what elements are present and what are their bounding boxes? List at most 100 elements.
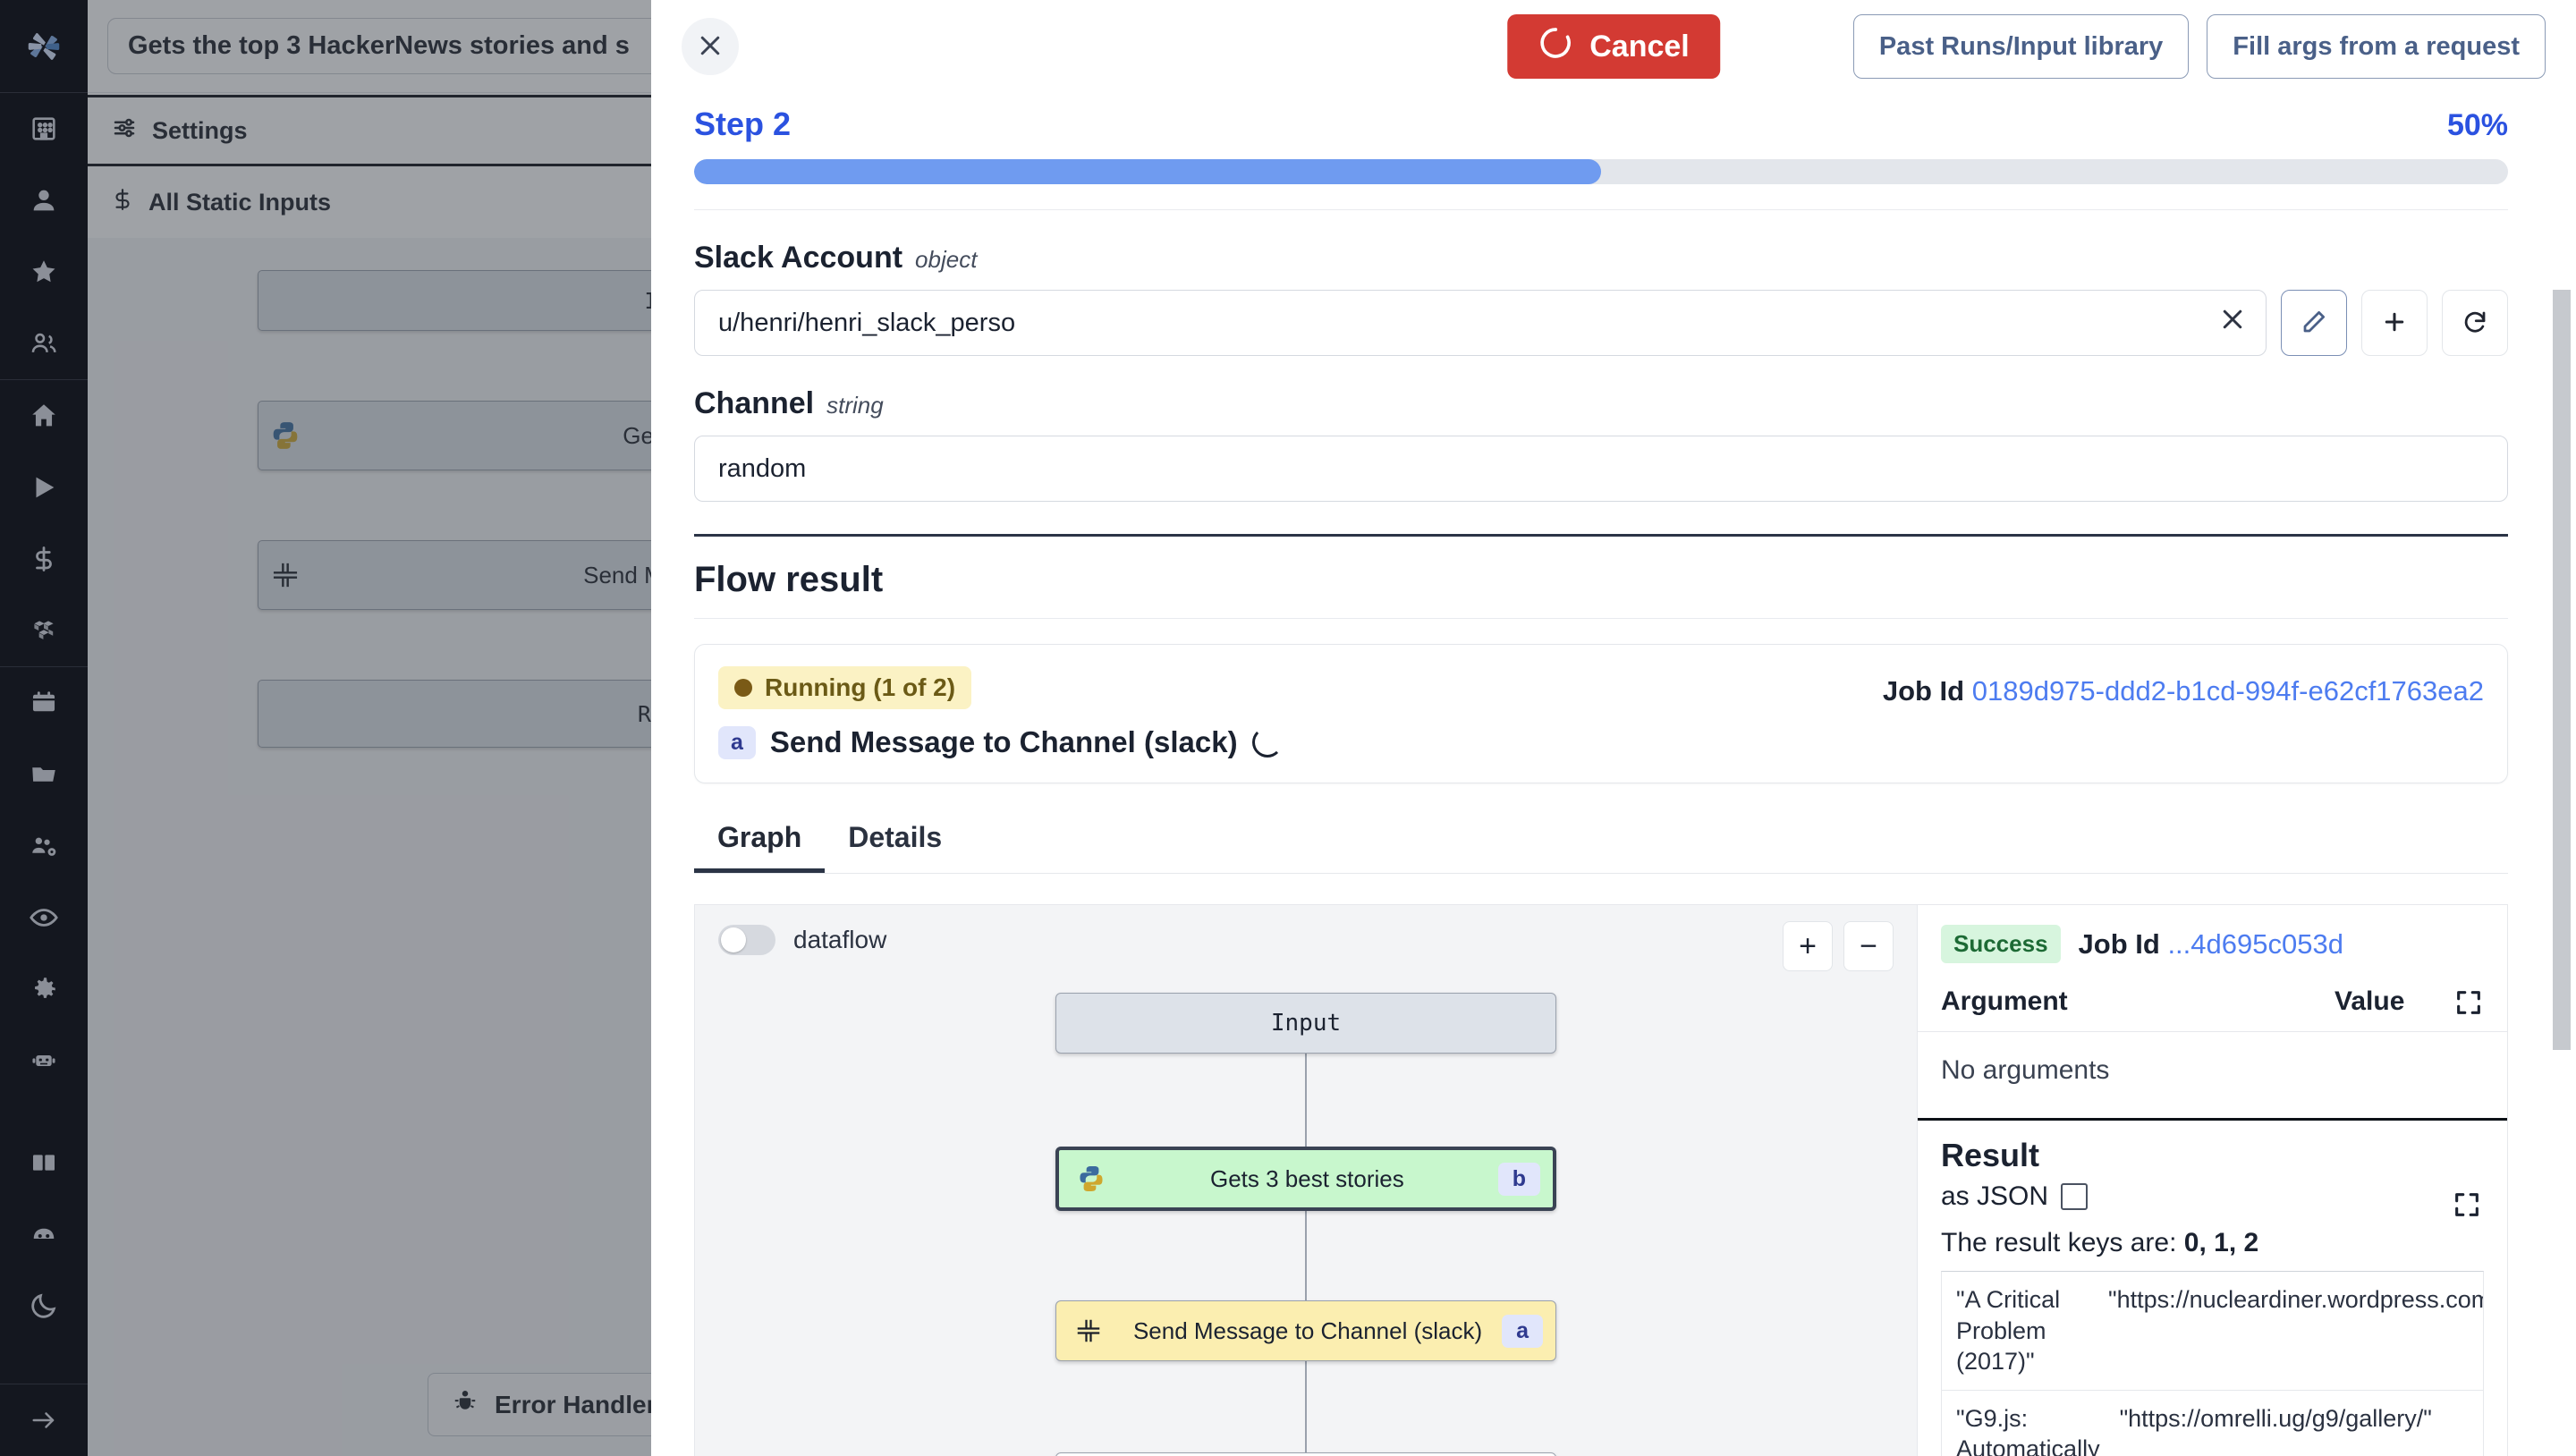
as-json-checkbox[interactable] <box>2061 1183 2089 1210</box>
result-key: "A Critical Problem (2017)" <box>1956 1286 2061 1376</box>
sidebar-item-docs[interactable] <box>0 1127 88 1198</box>
scrollbar-thumb[interactable] <box>2553 290 2571 1050</box>
dataflow-toggle[interactable] <box>718 925 775 955</box>
fill-args-button[interactable]: Fill args from a request <box>2207 14 2546 79</box>
sidebar-item-home[interactable] <box>0 380 88 452</box>
divider <box>694 618 2508 619</box>
sidebar-item-resources[interactable] <box>0 595 88 666</box>
field-type: object <box>915 246 978 273</box>
sidebar-item-runs[interactable] <box>0 452 88 523</box>
channel-label-row: Channel string <box>694 386 2508 421</box>
table-row: "A Critical Problem (2017)" "https://nuc… <box>1942 1272 2483 1391</box>
zoom-out-button[interactable]: − <box>1843 921 1894 971</box>
graph-node-input[interactable]: Input <box>1055 993 1556 1054</box>
spinner-icon <box>1538 25 1573 69</box>
result-value: "https://nucleardiner.wordpress.com/2017… <box>2108 1286 2483 1313</box>
background-static-inputs-row[interactable]: All Static Inputs <box>88 170 2576 234</box>
divider <box>694 209 2508 210</box>
result-block: Result as JSON The result keys are: 0, 1… <box>1918 1118 2507 1456</box>
nav-group-footer <box>0 1384 88 1456</box>
sidebar-item-discord[interactable] <box>0 1198 88 1270</box>
sidebar-item-dark-mode[interactable] <box>0 1270 88 1342</box>
progress-bar-fill <box>694 159 1601 184</box>
dollar-icon <box>111 186 134 219</box>
sidebar-item-expand[interactable] <box>0 1384 88 1456</box>
dataflow-toggle-row: dataflow <box>718 925 886 955</box>
sidebar-item-workspace[interactable] <box>0 93 88 165</box>
result-keys-text: The result keys are: 0, 1, 2 <box>1941 1228 2484 1258</box>
past-runs-button[interactable]: Past Runs/Input library <box>1852 14 2190 79</box>
graph-connector <box>1305 1361 1307 1456</box>
arguments-table-header: Argument Value <box>1918 963 2507 1032</box>
spinner-icon <box>1251 727 1283 758</box>
modal-header: Cancel Past Runs/Input library Fill args… <box>651 0 2576 93</box>
result-keys-value: 0, 1, 2 <box>2183 1228 2259 1257</box>
flow-title[interactable]: Gets the top 3 HackerNews stories and s <box>107 18 671 74</box>
clear-icon[interactable] <box>2219 306 2246 340</box>
status-dot-icon <box>734 679 752 697</box>
sidebar-item-audit-logs[interactable] <box>0 882 88 953</box>
tab-details[interactable]: Details <box>848 821 943 853</box>
zoom-controls: + − <box>1783 921 1894 971</box>
slack-account-input[interactable]: u/henri/henri_slack_perso <box>694 290 2267 356</box>
sidebar-item-settings[interactable] <box>0 953 88 1025</box>
static-inputs-label: All Static Inputs <box>148 188 332 216</box>
field-type: string <box>826 392 884 419</box>
sidebar-item-account[interactable] <box>0 165 88 236</box>
result-keys-prefix: The result keys are: <box>1941 1228 2177 1257</box>
settings-label: Settings <box>152 116 248 144</box>
sidebar-item-ai[interactable] <box>0 1025 88 1096</box>
sidebar-item-usage[interactable] <box>0 523 88 595</box>
dataflow-label: dataflow <box>793 926 887 953</box>
nav-group-tools <box>0 667 88 1342</box>
add-resource-button[interactable] <box>2361 290 2428 356</box>
job-id-value[interactable]: 0189d975-ddd2-b1cd-994f-e62cf1763ea2 <box>1971 675 2484 707</box>
python-icon <box>258 420 312 451</box>
status-badge: Success <box>1941 925 2061 963</box>
expand-icon[interactable] <box>2453 987 2484 1022</box>
flow-result-card: Running (1 of 2) Job Id 0189d975-ddd2-b1… <box>694 644 2508 783</box>
channel-input[interactable]: random <box>694 436 2508 502</box>
flow-graph-pane[interactable]: dataflow + − Input <box>694 904 1918 1456</box>
refresh-resource-button[interactable] <box>2442 290 2508 356</box>
job-id-row: Job Id ...4d695c053d <box>2079 928 2343 961</box>
sidebar-item-favorites[interactable] <box>0 236 88 308</box>
toggle-knob <box>721 927 746 952</box>
edit-resource-button[interactable] <box>2281 290 2347 356</box>
job-id-label: Job Id <box>1882 675 1965 707</box>
close-button[interactable] <box>682 18 739 75</box>
column-argument: Argument <box>1941 986 2068 1016</box>
field-label: Channel <box>694 386 815 420</box>
section-divider <box>694 534 2508 537</box>
bug-icon <box>452 1388 479 1421</box>
graph-node-label: Send Message to Channel (slack) <box>1132 1316 1483 1344</box>
graph-node-result[interactable]: Result <box>1055 1452 1556 1456</box>
sidebar-item-schedules[interactable] <box>0 667 88 739</box>
modal-header-actions: Past Runs/Input library Fill args from a… <box>1852 14 2546 79</box>
sidebar-item-groups[interactable] <box>0 308 88 379</box>
running-step-label: Send Message to Channel (slack) <box>769 725 1238 758</box>
graph-node-label: Input <box>1270 1010 1342 1037</box>
channel-value: random <box>718 453 807 483</box>
error-handler-label: Error Handler <box>495 1390 657 1418</box>
sidebar-item-folders[interactable] <box>0 739 88 810</box>
modal-body: Step 2 50% Slack Account object u/henri/… <box>651 93 2576 1456</box>
modal-scrollbar[interactable] <box>2553 190 2571 1456</box>
sidebar-item-workers[interactable] <box>0 810 88 882</box>
tab-graph[interactable]: Graph <box>694 816 826 873</box>
graph-node-label: Gets 3 best stories <box>1209 1164 1404 1192</box>
graph-node-chip: b <box>1497 1162 1540 1196</box>
result-table: "A Critical Problem (2017)" "https://nuc… <box>1941 1271 2484 1456</box>
result-tabs: Graph Details <box>694 816 2508 874</box>
graph-node-send-message[interactable]: Send Message to Channel (slack) a <box>1055 1300 1556 1361</box>
expand-icon[interactable] <box>2452 1189 2482 1224</box>
slack-account-label-row: Slack Account object <box>694 241 2508 275</box>
result-title: Result <box>1941 1137 2040 1173</box>
windmill-logo-icon[interactable] <box>0 0 88 93</box>
close-icon <box>697 32 724 62</box>
cancel-button[interactable]: Cancel <box>1507 14 1720 79</box>
job-id-value[interactable]: ...4d695c053d <box>2167 927 2343 960</box>
zoom-in-button[interactable]: + <box>1783 921 1833 971</box>
graph-node-gets-3-best-stories[interactable]: Gets 3 best stories b <box>1055 1147 1556 1211</box>
graph-connector <box>1305 1207 1307 1306</box>
